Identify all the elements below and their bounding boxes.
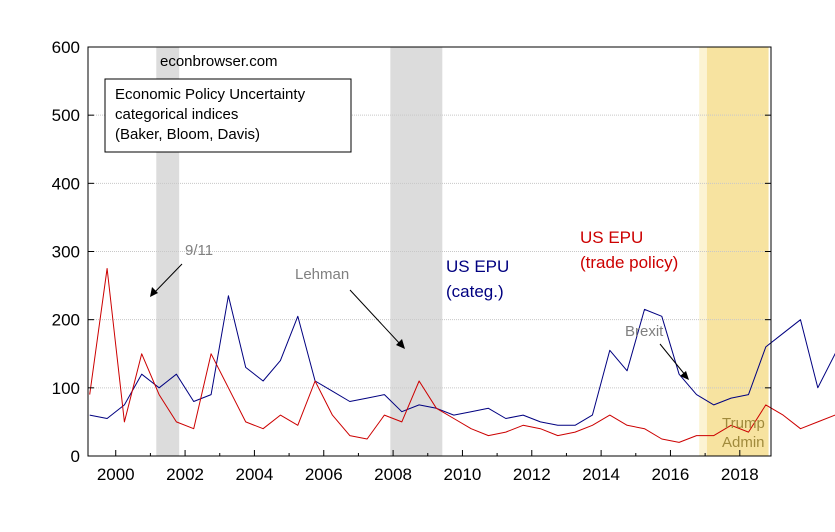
nine-eleven-arrow (152, 263, 183, 295)
brexit-label: Brexit (625, 323, 664, 340)
y-tick-label-500: 500 (52, 106, 80, 125)
categ-series-label-line-1: US EPU (446, 257, 509, 276)
annotation-nine-eleven: 9/11 (150, 242, 213, 297)
x-tick-label-2002: 2002 (166, 465, 204, 484)
nine-eleven-arrowhead (150, 287, 158, 297)
trump-label-line-2: Admin (722, 434, 765, 451)
y-tick-label-200: 200 (52, 311, 80, 330)
series-lines (89, 268, 835, 443)
y-tick-label-400: 400 (52, 174, 80, 193)
series-line-categ (89, 295, 835, 426)
brexit-arrow (659, 343, 687, 377)
brexit-arrowhead (680, 371, 689, 380)
x-tick-label-2014: 2014 (582, 465, 620, 484)
title-box-line-1: Economic Policy Uncertainty (115, 86, 306, 103)
lehman-label: Lehman (295, 266, 349, 283)
x-tick-label-2004: 2004 (236, 465, 274, 484)
trade-series-label-line-1: US EPU (580, 228, 643, 247)
title-box-frame (104, 78, 352, 153)
series-line-trade (89, 268, 835, 443)
shaded-period-trump_transition-2 (699, 47, 707, 456)
x-tick-label-2016: 2016 (652, 465, 690, 484)
x-tick-label-2018: 2018 (721, 465, 759, 484)
y-tick-label-300: 300 (52, 243, 80, 262)
y-tick-label-0: 0 (71, 447, 80, 466)
annotation-lehman: Lehman (295, 266, 405, 349)
categ-series-label-line-2: (categ.) (446, 282, 504, 301)
lehman-arrow (349, 289, 402, 346)
title-box-line-2: categorical indices (115, 106, 238, 123)
title-box: Economic Policy Uncertainty categorical … (104, 78, 352, 153)
nine-eleven-label: 9/11 (185, 242, 213, 259)
title-box-line-3: (Baker, Bloom, Davis) (115, 126, 260, 143)
x-tick-label-2006: 2006 (305, 465, 343, 484)
x-tick-label-2012: 2012 (513, 465, 551, 484)
y-tick-label-100: 100 (52, 379, 80, 398)
x-tick-label-2000: 2000 (97, 465, 135, 484)
annotation-brexit: Brexit (625, 323, 689, 380)
trump-label-line-1: Trump (722, 415, 765, 432)
y-tick-label-600: 600 (52, 38, 80, 57)
trade-series-label-line-2: (trade policy) (580, 253, 678, 272)
axis-ticks: 0 100 200 300 400 500 600 2000 2002 2004 2006 2008 2… (52, 38, 771, 484)
x-tick-label-2010: 2010 (444, 465, 482, 484)
source-note: econbrowser.com (160, 53, 278, 70)
x-tick-label-2008: 2008 (374, 465, 412, 484)
lehman-arrowhead (396, 339, 405, 349)
